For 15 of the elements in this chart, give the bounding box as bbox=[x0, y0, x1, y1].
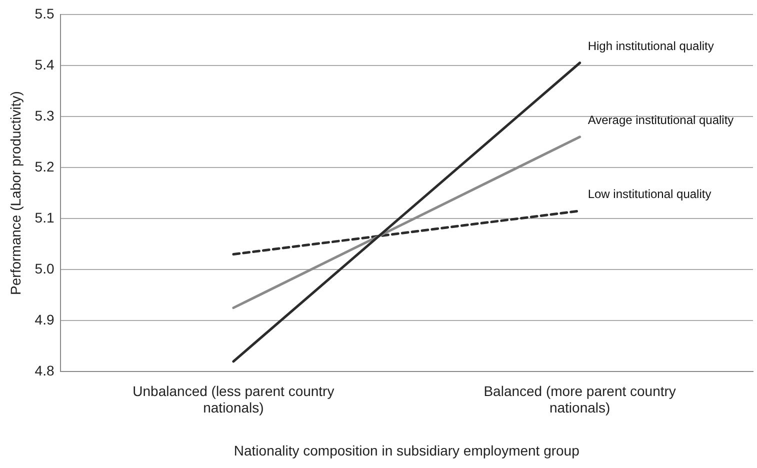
y-tick-label: 5.0 bbox=[34, 260, 54, 276]
series-label: Average institutional quality bbox=[588, 113, 734, 128]
x-axis-title: Nationality composition in subsidiary employment group bbox=[234, 442, 580, 458]
y-tick-label: 5.2 bbox=[34, 158, 54, 174]
series-label: Low institutional quality bbox=[588, 187, 712, 202]
y-tick-label: 5.5 bbox=[34, 5, 54, 22]
y-tick-label: 5.1 bbox=[34, 209, 54, 226]
y-tick-label: 4.8 bbox=[34, 362, 54, 378]
x-tick-label: Unbalanced (less parent country nationals) bbox=[132, 382, 334, 416]
y-tick-label: 5.4 bbox=[34, 56, 54, 72]
series-label: High institutional quality bbox=[588, 39, 714, 54]
y-axis-title: Performance (Labor productivity) bbox=[7, 91, 24, 295]
y-tick-label: 4.9 bbox=[34, 311, 54, 328]
y-tick-label: 5.3 bbox=[34, 107, 54, 124]
x-tick-label: Balanced (more parent country nationals) bbox=[484, 382, 676, 416]
